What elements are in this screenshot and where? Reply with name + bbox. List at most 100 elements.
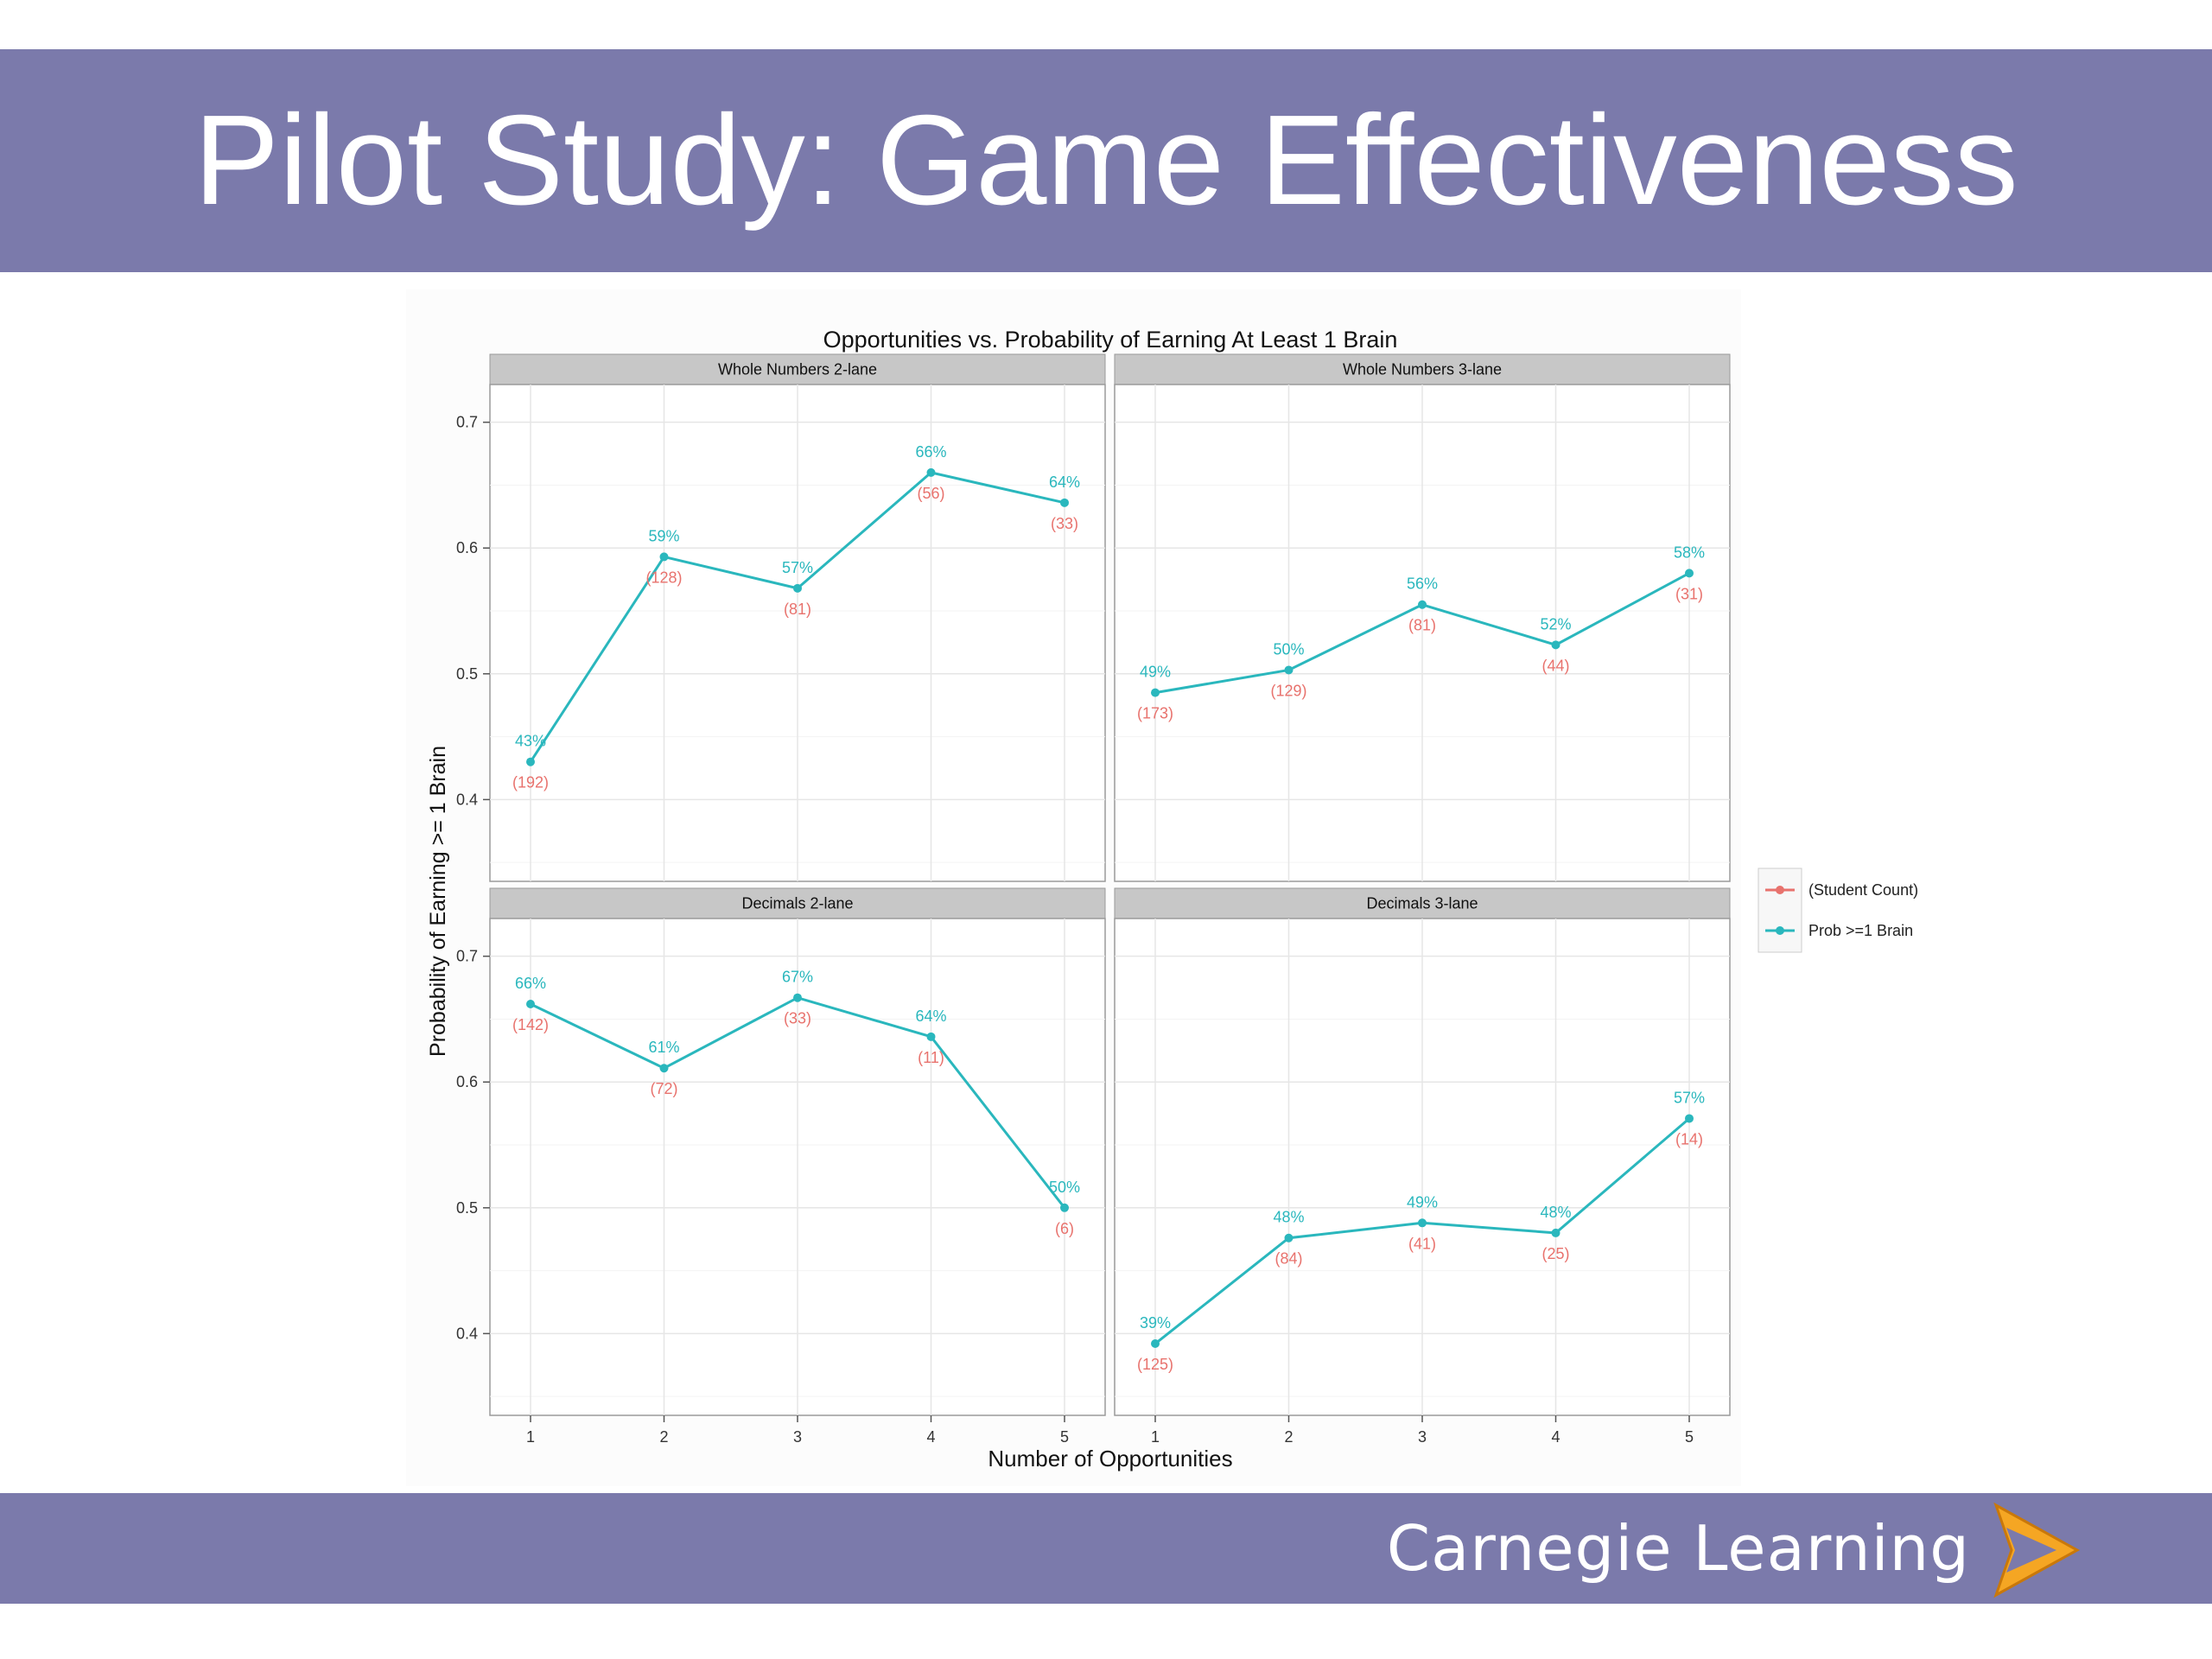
- facet-strip-label: Decimals 3-lane: [1366, 895, 1478, 912]
- percent-label: 43%: [515, 733, 546, 750]
- data-point: [1418, 600, 1427, 609]
- data-point: [926, 1032, 936, 1041]
- percent-label: 59%: [648, 527, 679, 544]
- data-point: [1551, 1228, 1560, 1237]
- student-count-label: (44): [1541, 657, 1569, 674]
- data-point: [1151, 688, 1160, 697]
- x-tick-label: 4: [1551, 1428, 1560, 1446]
- student-count-label: (72): [650, 1080, 677, 1097]
- data-point: [793, 583, 802, 593]
- data-point: [1151, 1339, 1160, 1349]
- facet-strip: [489, 353, 1106, 385]
- x-tick-label: 4: [926, 1428, 935, 1446]
- x-tick-label: 2: [659, 1428, 668, 1446]
- y-tick-label: 0.5: [456, 665, 478, 683]
- data-point: [1418, 1218, 1427, 1228]
- student-count-label: (6): [1055, 1220, 1074, 1237]
- facet-strip: [489, 887, 1106, 919]
- student-count-label: (81): [1408, 617, 1436, 634]
- student-count-label: (128): [645, 569, 682, 586]
- facet-strip: [1114, 353, 1731, 385]
- legend-key-box: [1758, 868, 1802, 953]
- data-point: [1685, 569, 1694, 578]
- student-count-label: (25): [1541, 1245, 1569, 1262]
- percent-label: 66%: [515, 975, 546, 992]
- x-tick-label: 1: [526, 1428, 535, 1446]
- data-point: [659, 552, 669, 562]
- facet-strip: [1114, 887, 1731, 919]
- percent-label: 48%: [1273, 1209, 1304, 1226]
- student-count-label: (84): [1274, 1250, 1302, 1268]
- data-point: [1284, 1233, 1294, 1243]
- percent-label: 49%: [1407, 1193, 1438, 1211]
- student-count-label: (173): [1137, 705, 1173, 722]
- x-axis-label: Number of Opportunities: [988, 1446, 1232, 1471]
- data-point: [793, 993, 802, 1002]
- faceted-line-chart: Opportunities vs. Probability of Earning…: [426, 327, 1919, 1471]
- header-band: [0, 49, 2212, 272]
- student-count-label: (56): [917, 485, 944, 502]
- facet-strip-label: Whole Numbers 2-lane: [718, 361, 877, 378]
- data-point: [1060, 1203, 1069, 1212]
- data-point: [926, 467, 936, 477]
- y-tick-label: 0.6: [456, 539, 478, 556]
- legend-label: Prob >=1 Brain: [1808, 922, 1913, 939]
- student-count-label: (81): [784, 601, 811, 618]
- percent-label: 48%: [1540, 1204, 1571, 1221]
- percent-label: 66%: [915, 443, 946, 461]
- percent-label: 52%: [1540, 615, 1571, 632]
- slide-title: Pilot Study: Game Effectiveness: [194, 89, 2018, 232]
- x-tick-label: 2: [1284, 1428, 1293, 1446]
- y-tick-label: 0.7: [456, 414, 478, 431]
- percent-label: 50%: [1049, 1179, 1080, 1196]
- legend-key-point: [1776, 926, 1784, 935]
- data-point: [1284, 665, 1294, 675]
- x-tick-label: 1: [1151, 1428, 1160, 1446]
- student-count-label: (33): [784, 1010, 811, 1027]
- percent-label: 56%: [1407, 575, 1438, 593]
- legend-key-point: [1776, 886, 1784, 894]
- percent-label: 49%: [1140, 664, 1171, 681]
- x-tick-label: 5: [1060, 1428, 1069, 1446]
- student-count-label: (41): [1408, 1235, 1436, 1252]
- percent-label: 61%: [648, 1039, 679, 1056]
- student-count-label: (142): [512, 1016, 549, 1033]
- student-count-label: (129): [1270, 682, 1306, 699]
- y-tick-label: 0.5: [456, 1199, 478, 1217]
- y-axis-label: Probability of Earning >= 1 Brain: [426, 746, 450, 1057]
- student-count-label: (11): [918, 1049, 944, 1066]
- y-tick-label: 0.7: [456, 948, 478, 965]
- data-point: [659, 1064, 669, 1073]
- brand-name: Carnegie Learning: [1386, 1512, 1970, 1585]
- facet-strip-label: Whole Numbers 3-lane: [1343, 361, 1502, 378]
- percent-label: 57%: [782, 559, 813, 576]
- percent-label: 58%: [1674, 543, 1705, 561]
- chevron-right-icon: [1993, 1502, 2081, 1599]
- y-tick-label: 0.4: [456, 791, 478, 808]
- percent-label: 39%: [1140, 1314, 1171, 1332]
- percent-label: 64%: [1049, 474, 1080, 491]
- x-tick-label: 5: [1685, 1428, 1694, 1446]
- student-count-label: (33): [1051, 515, 1078, 532]
- legend-label: (Student Count): [1808, 881, 1918, 899]
- percent-label: 50%: [1273, 640, 1304, 658]
- data-point: [1685, 1114, 1694, 1123]
- footer-band: [0, 1493, 2212, 1604]
- percent-label: 57%: [1674, 1089, 1705, 1106]
- student-count-label: (31): [1675, 585, 1703, 602]
- data-point: [526, 757, 535, 766]
- data-point: [1060, 498, 1069, 507]
- x-tick-label: 3: [793, 1428, 802, 1446]
- data-point: [1551, 640, 1560, 650]
- x-tick-label: 3: [1418, 1428, 1427, 1446]
- y-tick-label: 0.4: [456, 1325, 478, 1342]
- percent-label: 67%: [782, 969, 813, 986]
- student-count-label: (192): [512, 774, 549, 791]
- student-count-label: (125): [1137, 1356, 1173, 1373]
- percent-label: 64%: [915, 1007, 946, 1025]
- facet-strip-label: Decimals 2-lane: [741, 895, 853, 912]
- data-point: [526, 999, 535, 1008]
- y-tick-label: 0.6: [456, 1073, 478, 1090]
- student-count-label: (14): [1675, 1130, 1703, 1147]
- chart-title: Opportunities vs. Probability of Earning…: [823, 327, 1398, 353]
